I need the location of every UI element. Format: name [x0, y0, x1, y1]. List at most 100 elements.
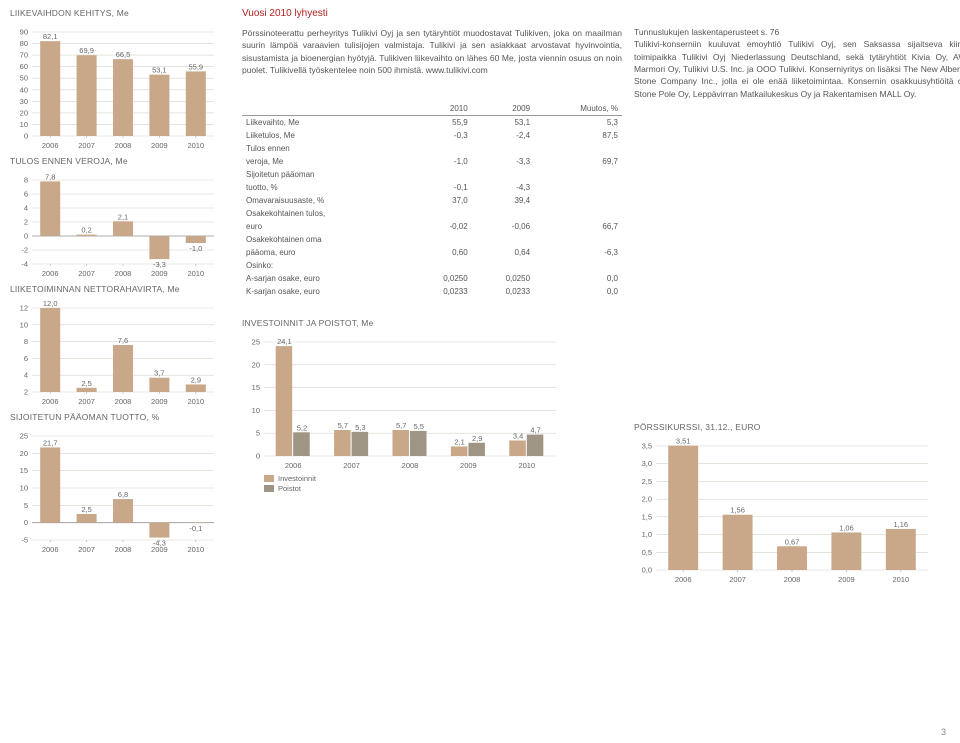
svg-text:5,2: 5,2 — [297, 424, 307, 433]
svg-text:2010: 2010 — [187, 397, 204, 406]
chart-stock: 0,00,51,01,52,02,53,03,53,5120061,562007… — [634, 434, 960, 584]
svg-text:2006: 2006 — [42, 141, 59, 150]
svg-text:2009: 2009 — [151, 269, 168, 278]
chart-title-revenue: LIIKEVAIHDON KEHITYS, Me — [10, 8, 230, 18]
svg-text:5,5: 5,5 — [414, 422, 424, 431]
svg-text:5: 5 — [256, 429, 260, 438]
svg-text:20: 20 — [252, 361, 260, 370]
svg-text:6,8: 6,8 — [118, 490, 128, 499]
svg-text:1,0: 1,0 — [642, 530, 652, 539]
svg-text:40: 40 — [20, 85, 28, 94]
svg-text:2010: 2010 — [187, 141, 204, 150]
svg-text:2008: 2008 — [115, 397, 132, 406]
svg-text:5,3: 5,3 — [355, 423, 365, 432]
chart-title-roce: SIJOITETUN PÄÄOMAN TUOTTO, % — [10, 412, 230, 422]
chart-title-invest: INVESTOINNIT JA POISTOT, Me — [242, 318, 622, 328]
chart-title-cashflow: LIIKETOIMINNAN NETTORAHAVIRTA, Me — [10, 284, 230, 294]
svg-text:2,0: 2,0 — [642, 495, 652, 504]
svg-text:69,9: 69,9 — [79, 46, 94, 55]
svg-text:2010: 2010 — [518, 461, 535, 470]
chart-pretax: -4-2024687,820060,220072,12008-3,32009-1… — [10, 168, 230, 278]
svg-text:-0,1: -0,1 — [189, 524, 202, 533]
svg-text:25: 25 — [20, 432, 28, 441]
svg-text:82,1: 82,1 — [43, 32, 58, 41]
svg-text:6: 6 — [24, 190, 28, 199]
svg-text:-1,0: -1,0 — [189, 244, 202, 253]
svg-text:2009: 2009 — [838, 575, 855, 584]
chart-title-stock: PÖRSSIKURSSI, 31.12., EURO — [634, 422, 960, 432]
svg-text:3,51: 3,51 — [676, 437, 691, 446]
legend-investoinnit: Investoinnit — [264, 474, 316, 483]
chart-revenue: 010203040506070809082,1200669,9200766,52… — [10, 20, 230, 150]
svg-text:2: 2 — [24, 218, 28, 227]
svg-text:3,0: 3,0 — [642, 459, 652, 468]
svg-text:10: 10 — [20, 320, 28, 329]
svg-text:66,5: 66,5 — [116, 50, 131, 59]
svg-text:2,9: 2,9 — [472, 434, 482, 443]
svg-text:2008: 2008 — [402, 461, 419, 470]
svg-text:50: 50 — [20, 74, 28, 83]
svg-text:15: 15 — [20, 466, 28, 475]
svg-text:2007: 2007 — [78, 397, 95, 406]
summary-paragraph: Pörssinoteerattu perheyritys Tulikivi Oy… — [242, 27, 622, 76]
svg-text:2,5: 2,5 — [81, 505, 91, 514]
svg-text:3,7: 3,7 — [154, 369, 164, 378]
svg-text:0: 0 — [24, 232, 28, 241]
svg-text:10: 10 — [20, 484, 28, 493]
svg-text:2008: 2008 — [115, 269, 132, 278]
svg-text:2009: 2009 — [460, 461, 477, 470]
svg-text:20: 20 — [20, 449, 28, 458]
svg-text:2009: 2009 — [151, 397, 168, 406]
svg-text:0: 0 — [24, 132, 28, 141]
svg-text:2006: 2006 — [42, 269, 59, 278]
svg-text:2007: 2007 — [78, 141, 95, 150]
svg-text:2007: 2007 — [343, 461, 360, 470]
svg-text:2006: 2006 — [675, 575, 692, 584]
svg-text:7,6: 7,6 — [118, 336, 128, 345]
svg-text:2009: 2009 — [151, 545, 168, 554]
svg-text:2: 2 — [24, 388, 28, 397]
svg-text:2007: 2007 — [78, 269, 95, 278]
svg-text:70: 70 — [20, 51, 28, 60]
svg-text:30: 30 — [20, 97, 28, 106]
svg-text:0: 0 — [256, 452, 260, 461]
svg-text:4: 4 — [24, 371, 28, 380]
svg-text:90: 90 — [20, 28, 28, 37]
svg-text:80: 80 — [20, 39, 28, 48]
svg-text:-5: -5 — [21, 536, 28, 545]
chart-cashflow: 2468101212,020062,520077,620083,720092,9… — [10, 296, 230, 406]
svg-text:1,16: 1,16 — [893, 520, 908, 529]
svg-text:5,7: 5,7 — [338, 421, 348, 430]
svg-text:15: 15 — [252, 383, 260, 392]
svg-text:3,5: 3,5 — [642, 441, 652, 450]
svg-text:2008: 2008 — [115, 141, 132, 150]
svg-text:0,67: 0,67 — [785, 537, 800, 546]
svg-text:1,56: 1,56 — [730, 506, 745, 515]
svg-text:2006: 2006 — [42, 397, 59, 406]
svg-text:2008: 2008 — [115, 545, 132, 554]
svg-text:2,1: 2,1 — [454, 438, 464, 447]
svg-text:2007: 2007 — [729, 575, 746, 584]
svg-text:53,1: 53,1 — [152, 66, 167, 75]
svg-text:12,0: 12,0 — [43, 299, 58, 308]
svg-text:2010: 2010 — [187, 269, 204, 278]
svg-text:7,8: 7,8 — [45, 172, 55, 181]
svg-text:10: 10 — [252, 406, 260, 415]
svg-text:0,5: 0,5 — [642, 548, 652, 557]
legend-poistot: Poistot — [264, 484, 301, 493]
svg-text:3,4: 3,4 — [513, 432, 523, 441]
chart-title-pretax: TULOS ENNEN VEROJA, Me — [10, 156, 230, 166]
svg-text:2007: 2007 — [78, 545, 95, 554]
svg-text:6: 6 — [24, 354, 28, 363]
svg-text:2006: 2006 — [42, 545, 59, 554]
svg-text:2010: 2010 — [892, 575, 909, 584]
svg-text:2006: 2006 — [285, 461, 302, 470]
svg-text:55,9: 55,9 — [188, 62, 203, 71]
page-number: 3 — [941, 727, 946, 737]
svg-text:8: 8 — [24, 176, 28, 185]
summary-title: Vuosi 2010 lyhyesti — [242, 8, 622, 19]
svg-text:-2: -2 — [21, 246, 28, 255]
chart-roce: -5051015202521,720062,520076,82008-4,320… — [10, 424, 230, 554]
svg-text:1,06: 1,06 — [839, 523, 854, 532]
svg-text:60: 60 — [20, 62, 28, 71]
